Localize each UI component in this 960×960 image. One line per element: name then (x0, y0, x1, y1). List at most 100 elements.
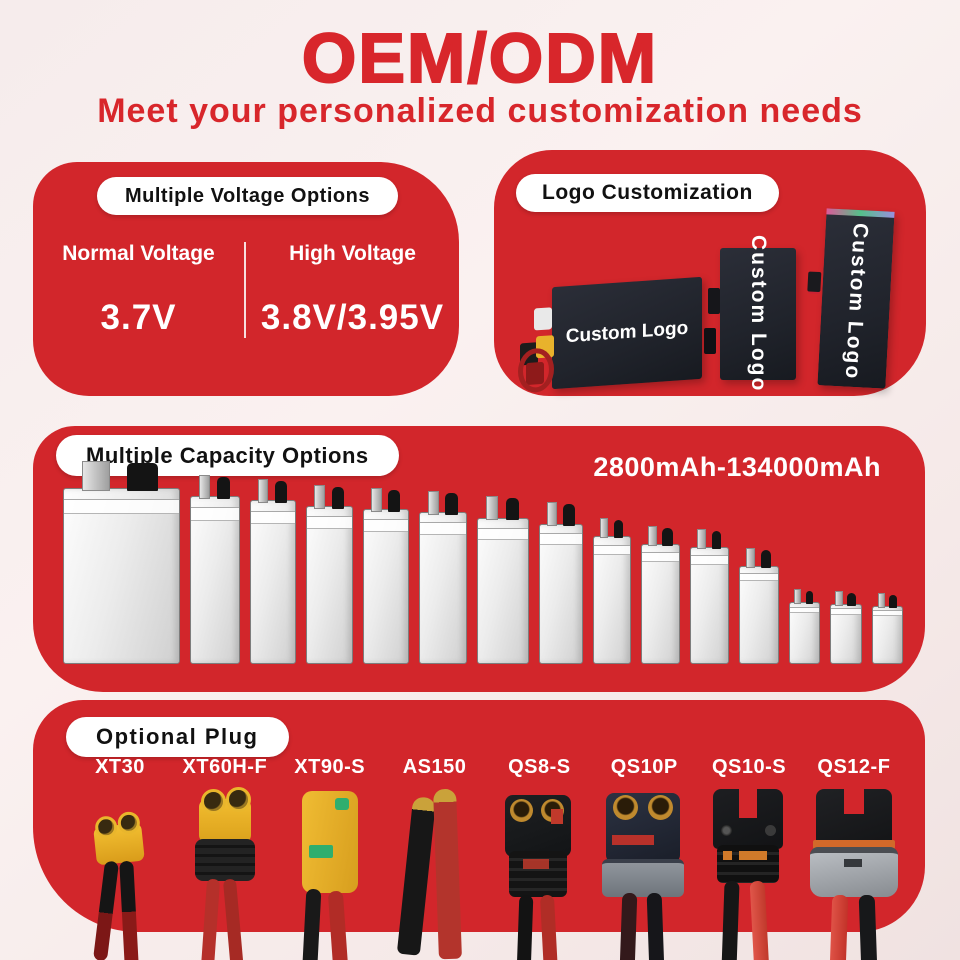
battery-cell (788, 588, 820, 664)
capacity-cells (63, 460, 903, 664)
voltage-columns: Normal Voltage 3.7V High Voltage 3.8V/3.… (33, 242, 459, 338)
connector-part (809, 847, 898, 897)
custom-logo-pack: Custom Logo (552, 276, 702, 390)
connector-part (812, 788, 895, 849)
plug-label-as150: AS150 (402, 756, 467, 778)
plug-row: XT30 XT60H-F XT90-S AS150 QS8-S QS10P QS10-S QS… (77, 756, 898, 960)
connector-part (92, 860, 120, 960)
plug-item-xt60: XT60H-F (182, 756, 268, 960)
xt90-connector-image (287, 789, 373, 960)
custom-logo-label: Custom Logo (747, 235, 770, 393)
cell-tab-silver (794, 588, 802, 604)
logo-customization-badge: Logo Customization (516, 174, 779, 212)
cell-tab-black (127, 462, 159, 491)
cell-tab-black (760, 549, 771, 568)
connector-part (200, 878, 220, 960)
page-title: OEM/ODM (301, 18, 659, 98)
cell-tab-black (889, 594, 897, 608)
cell-tab-black (275, 480, 288, 503)
plug-item-as150: AS150 (392, 756, 478, 960)
normal-voltage-column: Normal Voltage 3.7V (33, 242, 246, 338)
custom-logo-label: Custom Logo (565, 317, 689, 348)
plug-label-xt60: XT60H-F (182, 756, 268, 778)
cell-tab-black (711, 531, 722, 550)
battery-cell (872, 592, 903, 664)
battery-cell (539, 502, 584, 664)
connector-part (194, 839, 255, 881)
connector-part (721, 880, 740, 960)
cell-tab-black (388, 489, 401, 512)
xt60-connector-image (182, 787, 268, 960)
xt30-connector-image (77, 789, 163, 960)
cell-tab-black (613, 520, 624, 539)
cell-tab-black (805, 590, 814, 604)
cell-tab-black (847, 592, 856, 606)
connector-part (717, 845, 780, 883)
plug-label-qs10p: QS10P (610, 756, 678, 778)
battery-cell (306, 484, 353, 664)
connector-part (222, 878, 244, 960)
connector-part (713, 788, 784, 849)
cell-tab-silver (697, 529, 707, 550)
cell-tab-silver (647, 526, 657, 547)
high-voltage-column: High Voltage 3.8V/3.95V (246, 242, 459, 338)
plug-item-xt30: XT30 (77, 756, 163, 960)
connector-part (858, 894, 878, 960)
battery-cell (593, 518, 631, 664)
battery-cell (189, 474, 240, 664)
high-voltage-label: High Voltage (289, 242, 416, 265)
connector-part (606, 793, 681, 863)
battery-cell (640, 526, 681, 664)
normal-voltage-label: Normal Voltage (62, 242, 215, 265)
cell-tab-silver (547, 502, 558, 527)
optional-plug-badge: Optional Plug (66, 717, 289, 757)
connector-part (119, 860, 139, 960)
as150-connector-image (392, 788, 478, 960)
connector-part (198, 787, 251, 843)
custom-logo-label: Custom Logo (840, 222, 872, 381)
battery-cell (249, 478, 297, 664)
cell-tab-silver (835, 590, 843, 606)
connector-part (505, 795, 572, 857)
connector-part (327, 890, 349, 960)
cell-tab-silver (486, 496, 499, 521)
custom-logo-pack: Custom Logo (708, 235, 796, 393)
connector-part (540, 894, 559, 960)
plug-label-qs10s: QS10-S (711, 756, 787, 778)
high-voltage-value: 3.8V/3.95V (260, 298, 445, 337)
cell-tab-silver (599, 518, 609, 539)
logo-customization-panel: Logo Customization Custom Logo Custom Log… (494, 150, 926, 396)
cell-tab-silver (877, 592, 885, 608)
plug-label-qs8: QS8-S (508, 756, 571, 778)
optional-plug-panel: Optional Plug XT30 XT60H-F XT90-S AS150 QS8-… (33, 700, 925, 960)
cell-tab-black (505, 498, 520, 521)
plug-item-qs8: QS8-S (496, 756, 582, 960)
connector-part (646, 892, 665, 960)
battery-cell (419, 490, 467, 664)
qs12f-connector-image (809, 788, 898, 960)
connector-part (301, 791, 358, 893)
battery-cell (476, 496, 530, 664)
plug-label-qs12f: QS12-F (817, 756, 891, 778)
plug-item-xt90: XT90-S (287, 756, 373, 960)
connector-part (509, 809, 568, 897)
page-subtitle: Meet your personalized customization nee… (97, 92, 863, 130)
capacity-options-panel: Multiple Capacity Options 2800mAh-134000… (33, 426, 925, 692)
capacity-range-text: 2800mAh-134000mAh (593, 452, 881, 482)
custom-logo-pack: Custom Logo (817, 208, 895, 389)
plug-label-xt90: XT90-S (294, 756, 366, 778)
battery-cell (829, 590, 863, 664)
connector-part (602, 835, 685, 897)
cell-tab-black (662, 528, 673, 547)
cell-tab-black (563, 504, 575, 527)
voltage-options-panel: Multiple Voltage Options Normal Voltage … (33, 162, 459, 396)
cell-tab-black (445, 492, 458, 515)
cell-tab-black (217, 476, 230, 499)
cell-tab-silver (82, 460, 110, 491)
voltage-options-badge: Multiple Voltage Options (97, 177, 398, 215)
connector-part (301, 888, 322, 960)
plug-label-xt30: XT30 (95, 756, 145, 778)
cell-tab-black (331, 486, 344, 509)
normal-voltage-value: 3.7V (100, 298, 177, 337)
plug-item-qs10s: QS10-S (706, 756, 792, 960)
